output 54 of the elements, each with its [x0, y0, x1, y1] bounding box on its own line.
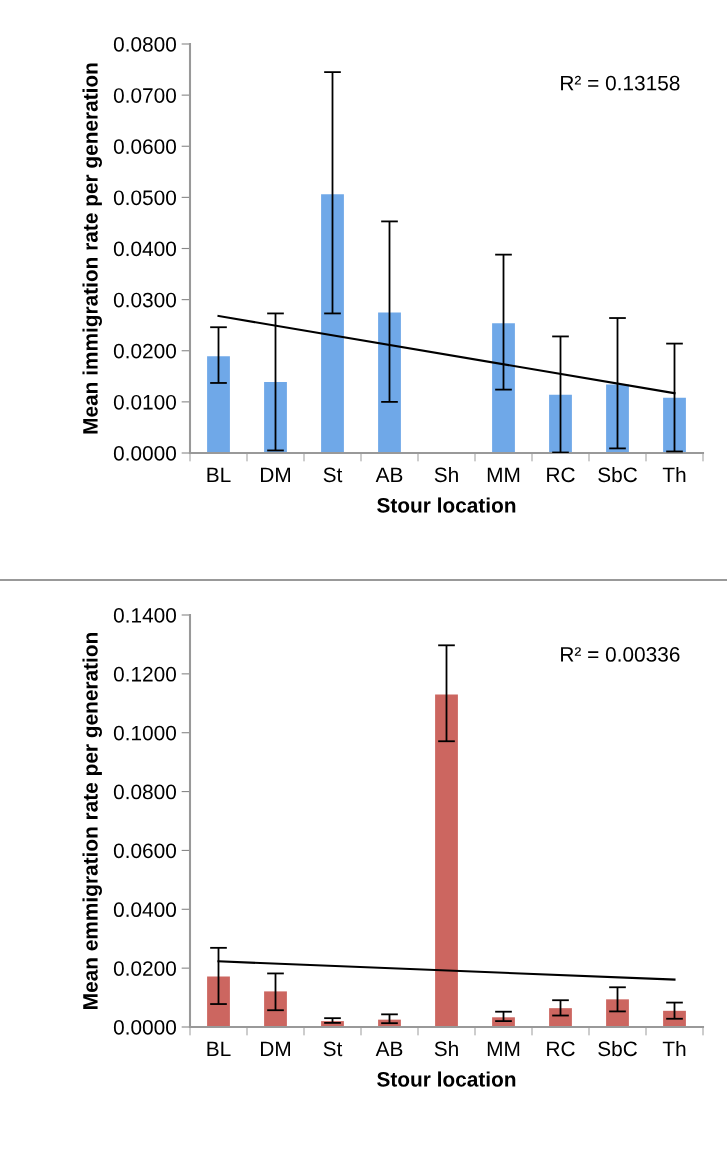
y-tick-label: 0.0600	[113, 843, 176, 859]
x-tick-label: SbC	[598, 466, 637, 483]
x-tick-label: Sh	[434, 466, 458, 483]
annotation: R² = 0.00336	[561, 647, 680, 662]
bar	[549, 1008, 572, 1027]
annotation: R² = 0.13158	[561, 75, 680, 91]
x-tick-label: RC	[547, 467, 575, 483]
y-tick-label: 0.0200	[113, 961, 176, 976]
x-tick-label: Sh	[434, 1040, 458, 1057]
bar	[207, 356, 230, 453]
y-tick-label: 0.1400	[113, 608, 176, 623]
y-tick-label: 0.1000	[113, 725, 176, 741]
x-tick-label: Th	[662, 1040, 686, 1056]
bar	[378, 312, 401, 453]
x-tick-label: MM	[487, 1041, 520, 1056]
x-tick-label: RC	[547, 1041, 575, 1057]
y-tick-label: 0.0600	[113, 139, 176, 154]
x-tick-label: SbC	[598, 1040, 637, 1057]
y-axis-title: Mean emmigration rate per generation	[82, 633, 102, 1009]
y-tick-label: 0.0700	[113, 88, 176, 103]
y-tick-label: 0.0200	[113, 343, 176, 359]
bar	[663, 397, 686, 453]
bar	[207, 976, 230, 1027]
bar	[549, 394, 572, 453]
bar	[606, 384, 629, 453]
y-tick-label: 0.0300	[113, 292, 176, 308]
bar	[435, 694, 458, 1027]
x-tick-label: BL	[207, 1041, 231, 1056]
y-tick-label: 0.0400	[113, 241, 176, 257]
x-tick-label: St	[323, 1041, 343, 1057]
y-tick-label: 0.1200	[113, 666, 176, 682]
y-tick-label: 0.0000	[113, 1020, 176, 1035]
bar	[606, 999, 629, 1027]
y-tick-label: 0.0800	[113, 37, 176, 52]
y-tick-label: 0.0100	[113, 394, 176, 410]
bar	[264, 381, 287, 453]
x-tick-label: St	[323, 467, 343, 483]
x-axis-title: Stour location	[377, 1071, 516, 1087]
x-tick-label: DM	[261, 1041, 290, 1056]
y-tick-label: 0.0800	[113, 784, 176, 800]
x-tick-label: BL	[207, 467, 231, 482]
y-tick-label: 0.0000	[113, 446, 176, 461]
x-tick-label: Th	[662, 466, 686, 482]
x-tick-label: AB	[375, 1041, 403, 1056]
bar	[264, 991, 287, 1027]
y-tick-label: 0.0400	[113, 902, 176, 918]
x-tick-label: MM	[487, 467, 520, 482]
bar	[321, 194, 344, 453]
x-tick-label: AB	[375, 467, 403, 482]
x-axis-title: Stour location	[377, 497, 516, 513]
y-tick-label: 0.0500	[113, 190, 176, 206]
y-axis-title: Mean immigration rate per generation	[82, 63, 102, 434]
bar	[492, 323, 515, 453]
x-tick-label: DM	[261, 467, 290, 482]
